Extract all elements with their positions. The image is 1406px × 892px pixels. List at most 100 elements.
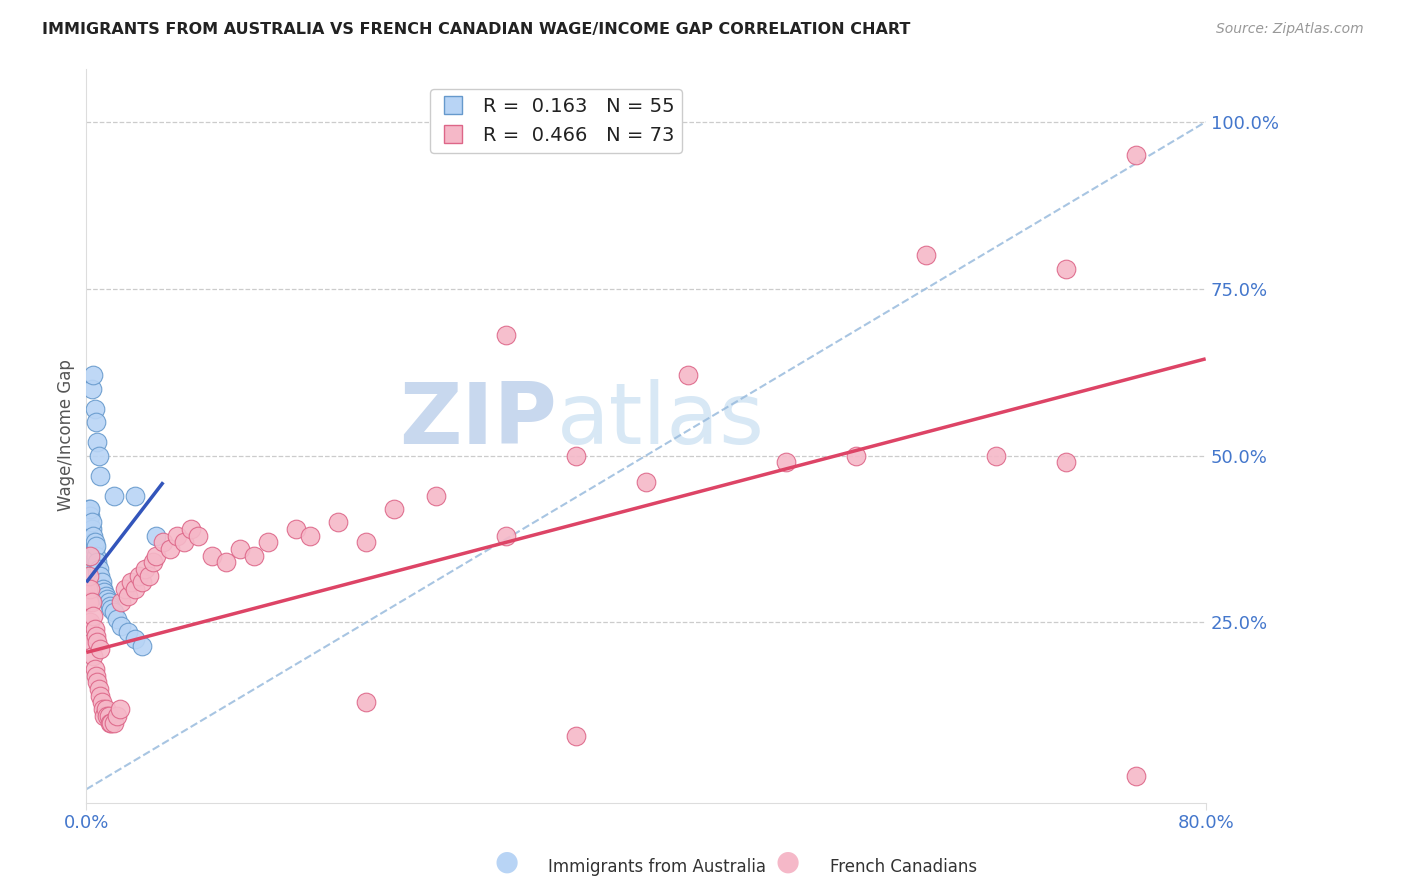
Point <box>201 549 224 563</box>
Point <box>87 682 110 697</box>
Text: French Canadians: French Canadians <box>830 858 977 876</box>
Point <box>87 562 110 576</box>
Point <box>103 715 125 730</box>
Point <box>79 525 101 540</box>
Y-axis label: Wage/Income Gap: Wage/Income Gap <box>58 359 75 511</box>
Point <box>243 549 266 563</box>
Point <box>105 709 128 723</box>
Point <box>86 435 108 450</box>
Point <box>565 729 588 743</box>
Point <box>180 522 202 536</box>
Point <box>131 639 153 653</box>
Point <box>495 529 517 543</box>
Point <box>124 489 146 503</box>
Point <box>80 635 103 649</box>
Point <box>77 522 100 536</box>
Point <box>86 635 108 649</box>
Point <box>96 592 118 607</box>
Point <box>676 368 699 383</box>
Text: IMMIGRANTS FROM AUSTRALIA VS FRENCH CANADIAN WAGE/INCOME GAP CORRELATION CHART: IMMIGRANTS FROM AUSTRALIA VS FRENCH CANA… <box>42 22 911 37</box>
Point <box>80 532 103 546</box>
Point <box>83 401 105 416</box>
Point <box>96 709 118 723</box>
Point <box>120 575 142 590</box>
Point <box>79 502 101 516</box>
Point <box>97 595 120 609</box>
Text: ●: ● <box>494 848 519 876</box>
Point <box>117 625 139 640</box>
Point <box>1125 769 1147 783</box>
Point <box>86 555 108 569</box>
Point <box>79 615 101 630</box>
Point <box>229 541 252 556</box>
Point <box>138 568 160 582</box>
Point <box>83 541 105 556</box>
Point <box>84 549 107 563</box>
Point <box>83 662 105 676</box>
Point <box>93 709 115 723</box>
Point <box>79 582 101 596</box>
Point <box>76 582 98 596</box>
Point <box>77 529 100 543</box>
Point <box>110 595 132 609</box>
Point <box>117 589 139 603</box>
Point <box>1125 148 1147 162</box>
Point <box>82 529 104 543</box>
Point <box>80 541 103 556</box>
Legend: R =  0.163   N = 55, R =  0.466   N = 73: R = 0.163 N = 55, R = 0.466 N = 73 <box>430 89 682 153</box>
Point <box>82 648 104 663</box>
Point <box>83 552 105 566</box>
Text: atlas: atlas <box>557 379 765 462</box>
Point <box>914 248 936 262</box>
Point <box>89 642 111 657</box>
Point <box>159 541 181 556</box>
Point <box>128 568 150 582</box>
Point <box>1054 455 1077 469</box>
Point <box>87 449 110 463</box>
Point <box>173 535 195 549</box>
Point <box>142 555 165 569</box>
Point <box>77 568 100 582</box>
Point <box>90 696 112 710</box>
Point <box>84 629 107 643</box>
Point <box>82 368 104 383</box>
Point <box>84 415 107 429</box>
Point <box>86 566 108 580</box>
Point <box>215 555 238 569</box>
Text: Immigrants from Australia: Immigrants from Australia <box>548 858 766 876</box>
Point <box>79 549 101 563</box>
Point <box>89 579 111 593</box>
Point <box>285 522 308 536</box>
Point <box>76 512 98 526</box>
Point <box>100 602 122 616</box>
Point <box>93 585 115 599</box>
Point <box>80 382 103 396</box>
Point <box>354 696 377 710</box>
Point <box>257 535 280 549</box>
Point <box>76 505 98 519</box>
Point <box>77 502 100 516</box>
Point <box>103 489 125 503</box>
Point <box>79 518 101 533</box>
Point <box>83 535 105 549</box>
Point <box>97 709 120 723</box>
Point <box>328 516 350 530</box>
Point <box>105 612 128 626</box>
Point <box>84 558 107 573</box>
Point <box>77 595 100 609</box>
Point <box>134 562 156 576</box>
Point <box>108 702 131 716</box>
Point <box>495 328 517 343</box>
Point <box>84 539 107 553</box>
Point <box>94 589 117 603</box>
Point <box>354 535 377 549</box>
Point <box>110 619 132 633</box>
Point <box>90 575 112 590</box>
Point <box>84 669 107 683</box>
Point <box>89 468 111 483</box>
Point <box>89 568 111 582</box>
Point <box>82 545 104 559</box>
Point <box>845 449 868 463</box>
Point <box>94 702 117 716</box>
Point <box>114 582 136 596</box>
